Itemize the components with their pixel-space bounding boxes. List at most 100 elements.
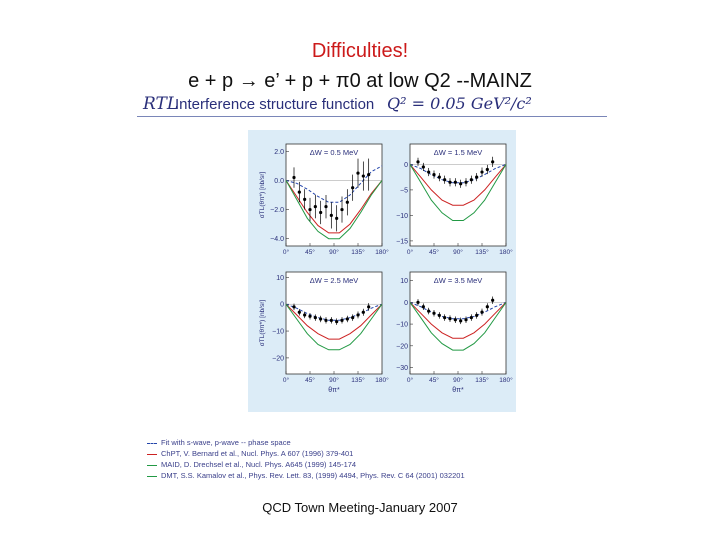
data-point — [448, 317, 452, 321]
data-point — [297, 310, 301, 314]
data-point — [443, 315, 447, 320]
data-point — [297, 190, 301, 194]
data-point — [313, 205, 317, 209]
model-curve — [409, 164, 507, 221]
data-point — [335, 216, 339, 220]
x-axis-label: θπ* — [328, 387, 340, 394]
data-point — [469, 315, 473, 320]
data-point — [335, 320, 339, 324]
model-curve — [409, 163, 507, 184]
model-curve — [285, 303, 383, 340]
y-tick-label: −10 — [272, 329, 284, 336]
x-tick-label: 90° — [453, 248, 463, 256]
data-point — [448, 180, 452, 184]
x-tick-label: 180° — [375, 248, 389, 256]
y-axis-label: σTL(θπ*) [nb/sr] — [259, 300, 266, 347]
data-point — [340, 207, 344, 212]
data-point — [485, 167, 489, 172]
data-point — [469, 178, 473, 182]
data-point — [367, 305, 371, 309]
y-tick-label: 10 — [400, 278, 408, 285]
data-point — [475, 175, 479, 179]
model-curve — [409, 302, 507, 351]
x-tick-label: 135° — [351, 376, 365, 384]
x-tick-label: 135° — [351, 248, 365, 256]
y-tick-label: −30 — [396, 365, 408, 372]
y-tick-label: 0 — [280, 302, 284, 309]
data-point — [421, 165, 425, 169]
model-curve — [409, 301, 507, 320]
legend-label: ChPT, V. Bernard et al., Nucl. Phys. A 6… — [161, 449, 354, 458]
y-tick-label: −15 — [396, 238, 408, 245]
legend-swatch — [147, 453, 157, 455]
x-tick-label: 135° — [475, 248, 489, 256]
y-tick-label: 0.0 — [274, 178, 284, 185]
x-tick-label: 45° — [429, 248, 439, 256]
data-point — [345, 317, 349, 321]
slide-footer: QCD Town Meeting-January 2007 — [262, 500, 458, 515]
y-tick-label: −10 — [396, 322, 408, 329]
data-point — [319, 210, 323, 215]
model-curve — [285, 303, 383, 321]
data-point — [303, 197, 307, 201]
x-tick-label: 45° — [305, 248, 315, 256]
data-point — [356, 171, 360, 175]
figure-header: Interference structure function — [175, 96, 375, 113]
y-tick-label: 0 — [404, 162, 408, 169]
y-axis-label: σTL(θπ*) [nb/sr] — [259, 172, 266, 219]
y-tick-label: 0 — [404, 300, 408, 307]
legend-item-maid: MAID, D. Drechsel et al., Nucl. Phys. A6… — [147, 460, 547, 471]
model-curve — [285, 180, 383, 234]
slide-title: Difficulties! — [311, 40, 409, 62]
x-tick-label: 180° — [499, 248, 513, 256]
data-point — [464, 318, 468, 322]
x-tick-label: 90° — [453, 376, 463, 384]
data-point — [443, 178, 447, 182]
data-point — [308, 207, 312, 212]
data-point — [345, 200, 349, 204]
x-tick-label: 0° — [407, 248, 414, 256]
chart-grid: 2.0 0.0 −2.0 −4.0 0° 45° 90° 135° 180° ΔW = 0.5 M… — [259, 143, 513, 394]
data-point — [303, 313, 307, 317]
chart-panel: 2.0 0.0 −2.0 −4.0 0° 45° 90° 135° 180° ΔW = 0.5 M… — [248, 130, 516, 412]
data-point — [453, 318, 457, 322]
data-point — [340, 318, 344, 322]
legend-swatch — [147, 464, 157, 466]
data-point — [453, 180, 457, 184]
data-point — [324, 318, 328, 322]
header-rule — [137, 116, 607, 117]
legend-item-fit: Fit with s-wave, p-wave -- phase space — [147, 438, 547, 449]
data-point — [319, 317, 323, 321]
y-tick-label: 2.0 — [274, 149, 284, 156]
data-point — [421, 305, 425, 309]
legend-swatch — [147, 475, 157, 477]
data-point — [432, 173, 436, 177]
data-point — [329, 213, 333, 217]
data-point — [329, 318, 333, 322]
data-point — [437, 175, 441, 179]
data-point — [459, 319, 463, 323]
model-curve — [285, 180, 383, 240]
data-point — [356, 313, 360, 317]
data-point — [324, 205, 328, 209]
y-tick-label: −10 — [396, 213, 408, 220]
data-point — [427, 309, 431, 313]
x-tick-label: 0° — [407, 376, 414, 384]
data-point — [351, 316, 355, 320]
panel-label: ΔW = 2.5 MeV — [310, 276, 359, 285]
data-point — [313, 316, 317, 320]
x-tick-label: 0° — [283, 376, 290, 384]
data-point — [491, 160, 495, 164]
data-point — [308, 314, 312, 318]
x-tick-label: 180° — [375, 376, 389, 384]
y-tick-label: −5 — [400, 187, 408, 194]
data-point — [427, 170, 431, 174]
data-point — [432, 311, 436, 315]
data-point — [361, 174, 365, 178]
data-point — [480, 170, 484, 174]
plot-frame — [285, 143, 383, 247]
legend-item-chpt: ChPT, V. Bernard et al., Nucl. Phys. A 6… — [147, 449, 547, 460]
panel-label: ΔW = 0.5 MeV — [310, 148, 359, 157]
data-point — [367, 173, 371, 177]
rtl-label: RTL — [143, 94, 179, 114]
